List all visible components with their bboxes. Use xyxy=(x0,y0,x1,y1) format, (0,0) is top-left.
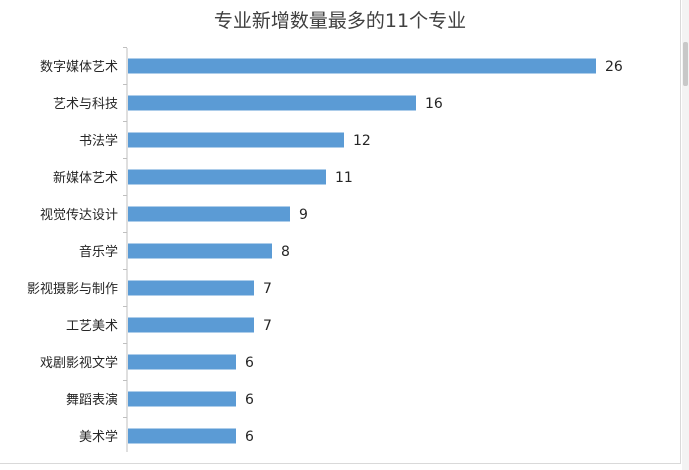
data-label: 12 xyxy=(353,133,371,149)
chart-title: 专业新增数量最多的11个专业 xyxy=(214,10,466,32)
category-label: 艺术与科技 xyxy=(53,97,118,112)
vertical-scrollbar[interactable] xyxy=(682,0,689,470)
category-label: 音乐学 xyxy=(79,244,118,260)
bar xyxy=(128,317,254,333)
data-label: 9 xyxy=(299,207,308,223)
bars-layer: 数字媒体艺术 26 艺术与科技 16 书法学 12 新媒体艺术 11 视觉传达设计 9 音乐学 8 影视… xyxy=(27,47,623,445)
category-label: 舞蹈表演 xyxy=(66,392,118,408)
data-label: 6 xyxy=(245,429,254,445)
data-label: 11 xyxy=(335,170,353,186)
data-label: 8 xyxy=(281,244,290,260)
category-label: 工艺美术 xyxy=(66,319,118,334)
category-label: 数字媒体艺术 xyxy=(40,60,118,75)
bar xyxy=(128,280,254,296)
data-label: 7 xyxy=(263,281,272,297)
category-label: 美术学 xyxy=(79,429,118,445)
bar xyxy=(128,95,416,111)
bar xyxy=(128,132,344,148)
data-label: 7 xyxy=(263,318,272,334)
data-label: 26 xyxy=(605,59,623,75)
chart-frame xyxy=(0,0,681,464)
bar xyxy=(128,58,596,74)
scrollbar-thumb[interactable] xyxy=(683,42,688,86)
category-label: 戏剧影视文学 xyxy=(40,355,118,371)
category-label: 视觉传达设计 xyxy=(40,208,118,223)
category-label: 影视摄影与制作 xyxy=(27,282,118,297)
category-label: 书法学 xyxy=(79,133,118,149)
bar xyxy=(128,243,272,259)
bar xyxy=(128,391,236,407)
data-label: 6 xyxy=(245,355,254,371)
bar xyxy=(128,354,236,370)
bar xyxy=(128,428,236,444)
bar xyxy=(128,169,326,185)
bar-chart: 专业新增数量最多的11个专业 数字媒体艺术 26 艺术与科技 16 书法学 12 新媒体艺术… xyxy=(27,10,623,452)
bar xyxy=(128,206,290,222)
data-label: 6 xyxy=(245,392,254,408)
category-label: 新媒体艺术 xyxy=(53,170,118,186)
data-label: 16 xyxy=(425,96,443,112)
